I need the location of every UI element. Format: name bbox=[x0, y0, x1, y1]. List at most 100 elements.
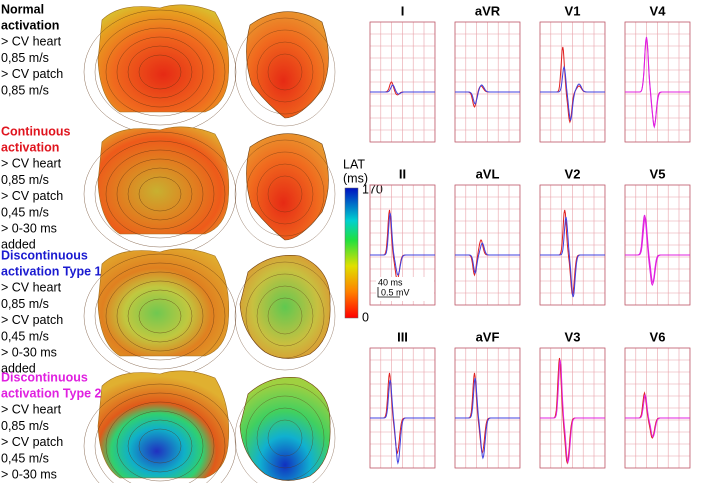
contour bbox=[116, 410, 204, 482]
group-line: 0,45 m/s bbox=[1, 451, 49, 465]
heart-large bbox=[97, 370, 230, 479]
colorbar-max: 170 bbox=[362, 182, 383, 196]
contour bbox=[256, 407, 314, 469]
ecg-trace bbox=[370, 379, 435, 465]
group-line: 0,85 m/s bbox=[1, 173, 49, 187]
group-line: 0,85 m/s bbox=[1, 51, 49, 65]
heart-large bbox=[97, 248, 230, 357]
contour bbox=[245, 395, 325, 481]
lead-label: II bbox=[399, 166, 406, 181]
contour bbox=[234, 383, 336, 488]
contour bbox=[127, 289, 193, 343]
heart-large bbox=[97, 4, 230, 113]
contour bbox=[138, 428, 182, 464]
heart-small bbox=[246, 133, 329, 241]
ecg-trace bbox=[625, 393, 690, 438]
panel-border bbox=[539, 21, 606, 143]
ecg-trace bbox=[625, 215, 690, 285]
ecg-trace bbox=[540, 65, 605, 122]
group-line: > CV heart bbox=[1, 281, 62, 295]
group-title: Discontinuous bbox=[1, 370, 88, 384]
contour bbox=[105, 401, 215, 488]
lead-label: V2 bbox=[565, 166, 581, 181]
contour bbox=[245, 29, 325, 115]
lead-label: aVL bbox=[476, 166, 500, 181]
group-line: 0,45 m/s bbox=[1, 329, 49, 343]
lead-label: III bbox=[397, 329, 408, 344]
contour bbox=[105, 27, 215, 117]
panel-border bbox=[454, 21, 521, 143]
ecg-trace bbox=[455, 84, 520, 105]
group-line: > CV patch bbox=[1, 313, 63, 327]
group-line: > 0-30 ms bbox=[1, 221, 57, 235]
group-line: > CV heart bbox=[1, 157, 62, 171]
panel-border bbox=[454, 347, 521, 469]
group-line: added bbox=[1, 362, 36, 376]
contour bbox=[256, 41, 314, 103]
heart-small bbox=[246, 11, 329, 119]
contour bbox=[234, 17, 336, 127]
panel-border bbox=[369, 21, 436, 143]
group-title: activation bbox=[1, 18, 59, 32]
row-labels: Normal activation > CV heart 0,85 m/s > CV p… bbox=[1, 2, 102, 488]
contour bbox=[116, 36, 204, 108]
contour bbox=[127, 45, 193, 99]
contour bbox=[256, 285, 314, 347]
lead-label: I bbox=[401, 3, 405, 18]
contour bbox=[256, 163, 314, 225]
group-line: > 0-30 ms bbox=[1, 345, 57, 359]
contour bbox=[94, 18, 226, 126]
contour bbox=[94, 262, 226, 370]
ecg-trace bbox=[540, 216, 605, 298]
panel-border bbox=[624, 347, 691, 469]
contour bbox=[138, 298, 182, 334]
group-line: > CV patch bbox=[1, 435, 63, 449]
ecg-trace bbox=[455, 242, 520, 275]
lead-label: aVR bbox=[475, 3, 501, 18]
heart-maps bbox=[83, 4, 336, 488]
group-line: > CV heart bbox=[1, 35, 62, 49]
panel-border bbox=[624, 21, 691, 143]
colorbar-min: 0 bbox=[362, 310, 369, 324]
contour bbox=[267, 175, 303, 213]
group-line: > CV heart bbox=[1, 403, 62, 417]
group-line: 0,45 m/s bbox=[1, 205, 49, 219]
contour bbox=[138, 54, 182, 90]
panel-border bbox=[454, 184, 521, 306]
contour bbox=[105, 149, 215, 239]
group-line: > CV patch bbox=[1, 189, 63, 203]
group-title: activation Type 1 bbox=[1, 264, 102, 278]
lead-label: V6 bbox=[650, 329, 666, 344]
group-title: Normal bbox=[1, 2, 44, 16]
heart-small bbox=[239, 377, 331, 481]
ecg-trace bbox=[625, 38, 690, 127]
contour bbox=[138, 176, 182, 212]
group-title: Continuous bbox=[1, 124, 70, 138]
lead-label: V5 bbox=[650, 166, 666, 181]
contour bbox=[234, 139, 336, 249]
colorbar: LAT (ms) 170 0 bbox=[343, 157, 383, 324]
contour bbox=[127, 419, 193, 473]
group-title: Discontinuous bbox=[1, 248, 88, 262]
contour bbox=[267, 419, 303, 457]
panel-border bbox=[369, 184, 436, 306]
ecg-trace bbox=[370, 212, 435, 276]
ecg-trace bbox=[455, 377, 520, 460]
panel-border bbox=[369, 347, 436, 469]
group-line: > CV patch bbox=[1, 67, 63, 81]
contour bbox=[245, 151, 325, 237]
scale-bar bbox=[377, 287, 400, 298]
contour bbox=[94, 392, 226, 488]
contour bbox=[245, 273, 325, 359]
scale-voltage: 0.5 mV bbox=[381, 287, 410, 297]
group-line: added bbox=[1, 238, 36, 252]
panel-border bbox=[539, 184, 606, 306]
contour bbox=[105, 271, 215, 361]
scale-time: 40 ms bbox=[378, 277, 403, 287]
colorbar-title: (ms) bbox=[343, 171, 368, 185]
contour bbox=[116, 280, 204, 352]
ecg-trace bbox=[370, 84, 435, 95]
contour bbox=[127, 167, 193, 221]
